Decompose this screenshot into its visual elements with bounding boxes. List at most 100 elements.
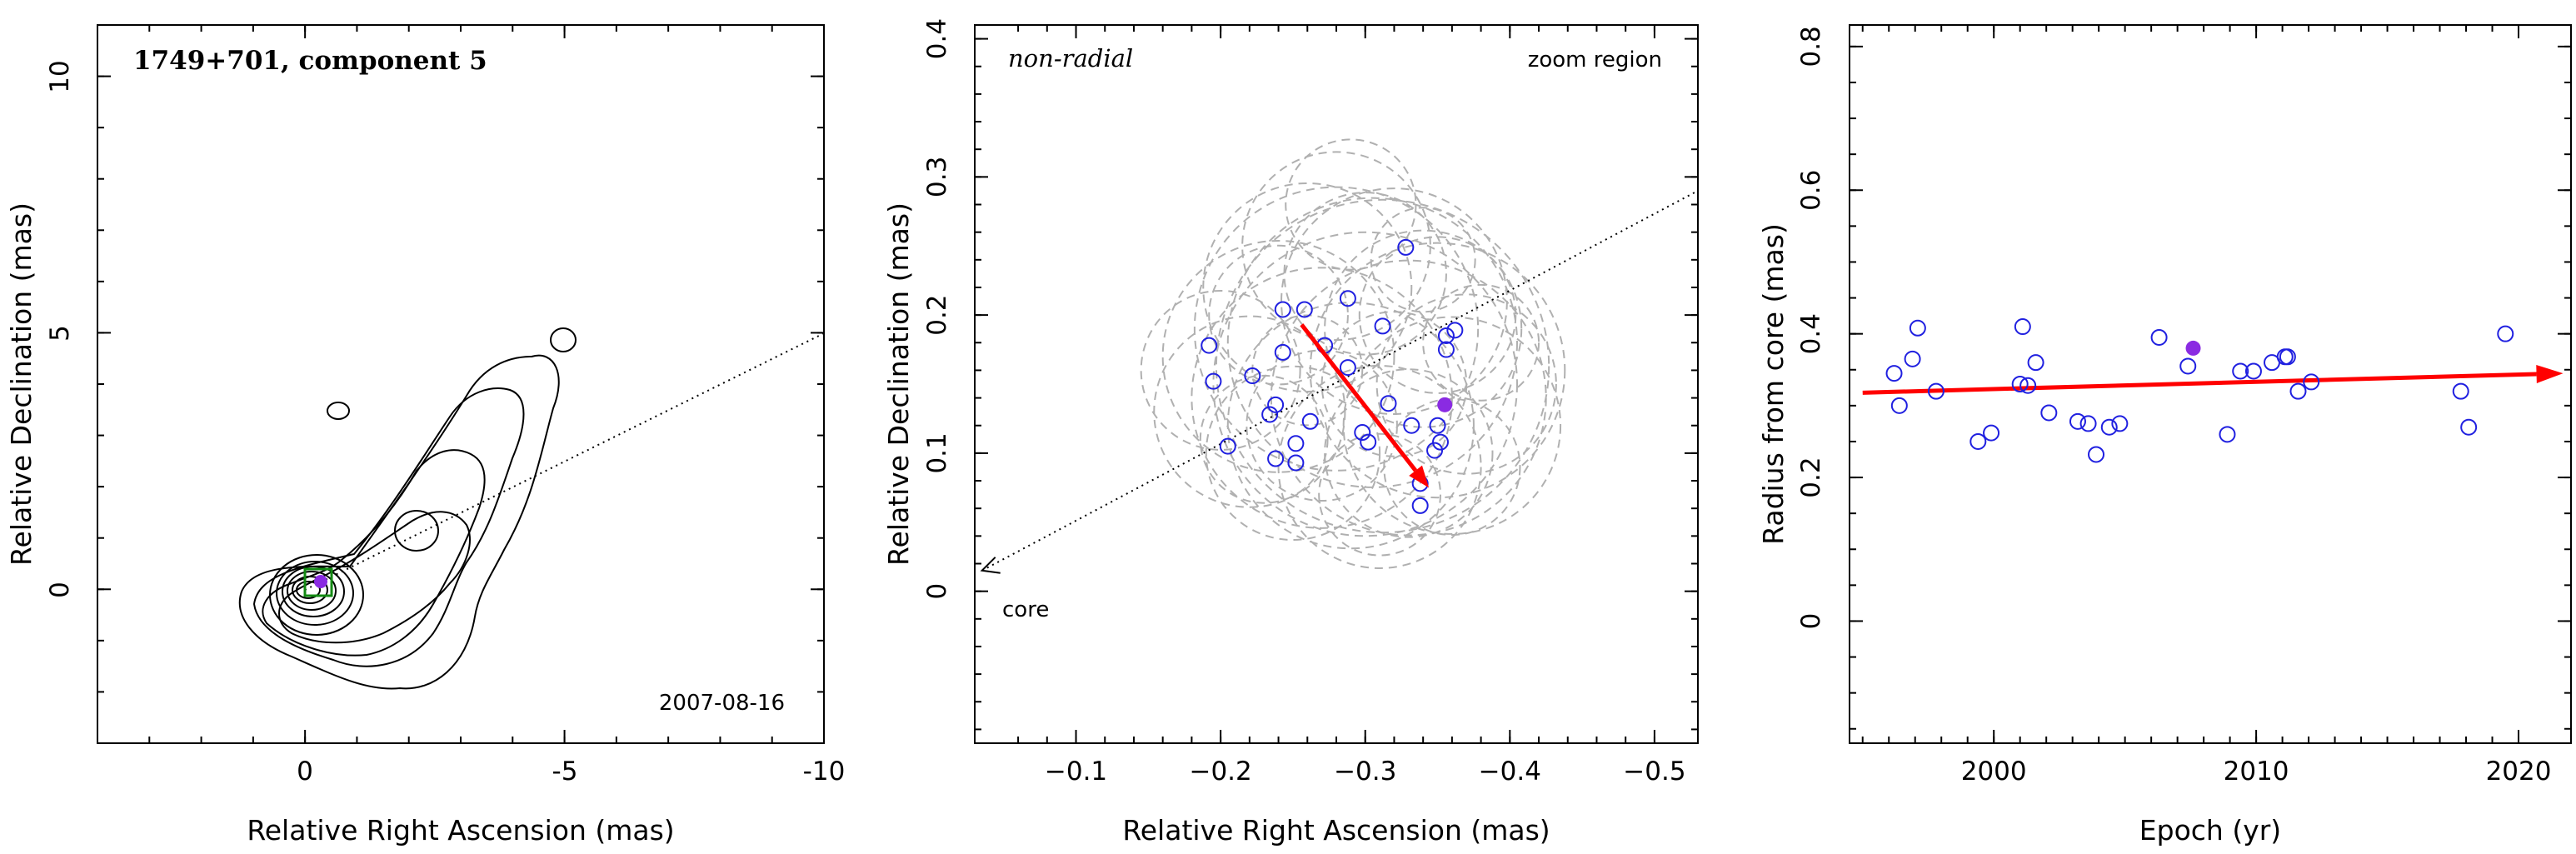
p2-marker-1 — [1205, 372, 1222, 390]
p2-error-circle-16 — [1375, 293, 1557, 475]
p2-marker-9 — [1301, 412, 1319, 430]
p2-marker-20 — [1397, 238, 1415, 256]
p3-marker-9 — [2019, 377, 2037, 394]
p2-plot-area — [980, 138, 1698, 574]
p3-marker-6 — [1983, 424, 2000, 442]
p1-direction-line — [304, 332, 824, 591]
p2-marker-11 — [1287, 454, 1305, 472]
p2-marker-15 — [1339, 359, 1356, 377]
p3-xtick-label-2: 2020 — [2486, 757, 2552, 787]
p3-marker-17 — [2150, 328, 2168, 346]
p2-error-circle-29 — [1422, 283, 1540, 402]
p1-contour-level-3 — [262, 449, 486, 657]
p2-note-right: zoom region — [1528, 47, 1662, 72]
p3-x-axis-title: Epoch (yr) — [2139, 814, 2281, 847]
p1-x-axis-title: Relative Right Ascension (mas) — [247, 814, 674, 847]
p2-marker-17 — [1360, 433, 1377, 451]
p2-ytick-labels: 0 0.1 0.2 0.3 0.4 — [922, 18, 952, 600]
p3-marker-12 — [2069, 412, 2086, 430]
p2-motion-arrow-head — [1409, 465, 1430, 488]
p2-marker-18 — [1374, 317, 1391, 335]
p2-error-circle-14 — [1153, 315, 1346, 508]
p2-marker-8 — [1295, 301, 1313, 318]
p3-marker-2 — [1904, 350, 1921, 367]
p3-marker-0 — [1885, 365, 1903, 382]
p3-trend-arrow-shaft — [1862, 372, 2537, 395]
p2-marker-21 — [1403, 417, 1420, 434]
p2-error-circle-17 — [1205, 365, 1381, 542]
p2-marker-19 — [1380, 395, 1397, 412]
p2-marker-5 — [1267, 396, 1285, 413]
p2-core-label: core — [1002, 597, 1049, 622]
p3-ticks — [1850, 25, 2571, 743]
p2-error-circle-6 — [1309, 242, 1566, 499]
p2-markers — [1201, 238, 1464, 514]
p2-error-circle-23 — [1320, 311, 1468, 457]
p1-plot-area — [238, 327, 824, 690]
p3-xtick-label-1: 2010 — [2224, 757, 2289, 787]
p2-error-circle-13 — [1324, 229, 1523, 428]
p3-markers — [1885, 318, 2514, 463]
p3-marker-15 — [2100, 418, 2118, 436]
p2-marker-24 — [1426, 442, 1444, 459]
p2-error-circle-21 — [1358, 236, 1517, 394]
p2-error-circle-22 — [1246, 349, 1398, 502]
panel-zoom-region: 0 0.1 0.2 0.3 0.4 −0.1 −0.2 −0.3 −0.4 −0.5 Relat… — [882, 18, 1699, 847]
p2-marker-3 — [1244, 367, 1261, 385]
p3-y-axis-title: Radius from core (mas) — [1757, 223, 1790, 545]
p2-ytick-label-1: 0.1 — [922, 432, 952, 473]
panel-contour-map: 0 5 10 0 -5 -10 Relative Right Ascension… — [5, 24, 846, 847]
p3-marker-1 — [1890, 397, 1908, 414]
p3-marker-19 — [2219, 426, 2236, 443]
p2-marker-16 — [1354, 424, 1371, 442]
p1-title: 1749+701, component 5 — [133, 46, 487, 76]
p2-error-circle-3 — [1193, 186, 1480, 472]
p2-marker-28 — [1437, 341, 1455, 358]
p1-contour-island-a — [327, 402, 350, 420]
p2-error-circle-0 — [1215, 198, 1550, 534]
p3-xtick-label-0: 2000 — [1961, 757, 2027, 787]
p3-marker-3 — [1909, 319, 1926, 337]
p3-filled-marker — [2185, 340, 2201, 356]
p3-marker-26 — [2303, 373, 2320, 391]
p3-marker-7 — [2011, 376, 2029, 392]
p1-ytick-label-2: 10 — [45, 60, 75, 92]
p2-error-circle-7 — [1226, 302, 1475, 550]
p2-xtick-label-4: −0.5 — [1623, 757, 1685, 787]
panel-radius-vs-epoch: 0 0.2 0.4 0.6 0.8 2000 2010 2020 Epoch (yr) Ra… — [1757, 24, 2572, 847]
p3-xtick-labels: 2000 2010 2020 — [1961, 757, 2552, 787]
p1-contour-level-1 — [238, 354, 560, 690]
p2-xtick-label-1: −0.2 — [1189, 757, 1251, 787]
p3-marker-20 — [2232, 362, 2249, 380]
p3-marker-21 — [2244, 362, 2262, 380]
p3-trend-arrow-head — [2536, 364, 2564, 383]
p2-error-circle-12 — [1277, 364, 1482, 569]
p2-marker-14 — [1339, 290, 1356, 307]
p3-marker-4 — [1927, 382, 1944, 400]
p2-error-circles — [1140, 138, 1566, 569]
p2-marker-12 — [1287, 435, 1305, 452]
p1-xtick-label-1: -5 — [552, 757, 578, 787]
p3-marker-10 — [2027, 354, 2044, 372]
p2-error-circle-5 — [1191, 267, 1453, 529]
p1-contour-level-2 — [252, 387, 525, 667]
p1-xtick-label-2: -10 — [803, 757, 846, 787]
p2-ytick-label-3: 0.3 — [922, 157, 952, 197]
p2-error-circle-2 — [1226, 197, 1519, 488]
p3-ytick-label-0: 0 — [1796, 613, 1826, 630]
p1-contour-level-7 — [282, 566, 345, 617]
p2-direction-line — [981, 190, 1698, 572]
p1-component-marker — [314, 575, 327, 588]
p2-xtick-label-0: −0.1 — [1045, 757, 1107, 787]
p3-frame — [1849, 24, 2572, 744]
p3-ytick-labels: 0 0.2 0.4 0.6 0.8 — [1796, 26, 1826, 629]
p2-y-axis-title: Relative Declination (mas) — [882, 202, 915, 566]
p2-xtick-labels: −0.1 −0.2 −0.3 −0.4 −0.5 — [1045, 757, 1686, 787]
p1-contour-level-8 — [287, 571, 337, 611]
p3-marker-13 — [2079, 415, 2097, 432]
p2-marker-7 — [1274, 343, 1291, 361]
p2-error-circle-26 — [1285, 138, 1417, 271]
p2-error-circle-1 — [1212, 231, 1518, 537]
p1-contour-level-10 — [296, 581, 321, 599]
